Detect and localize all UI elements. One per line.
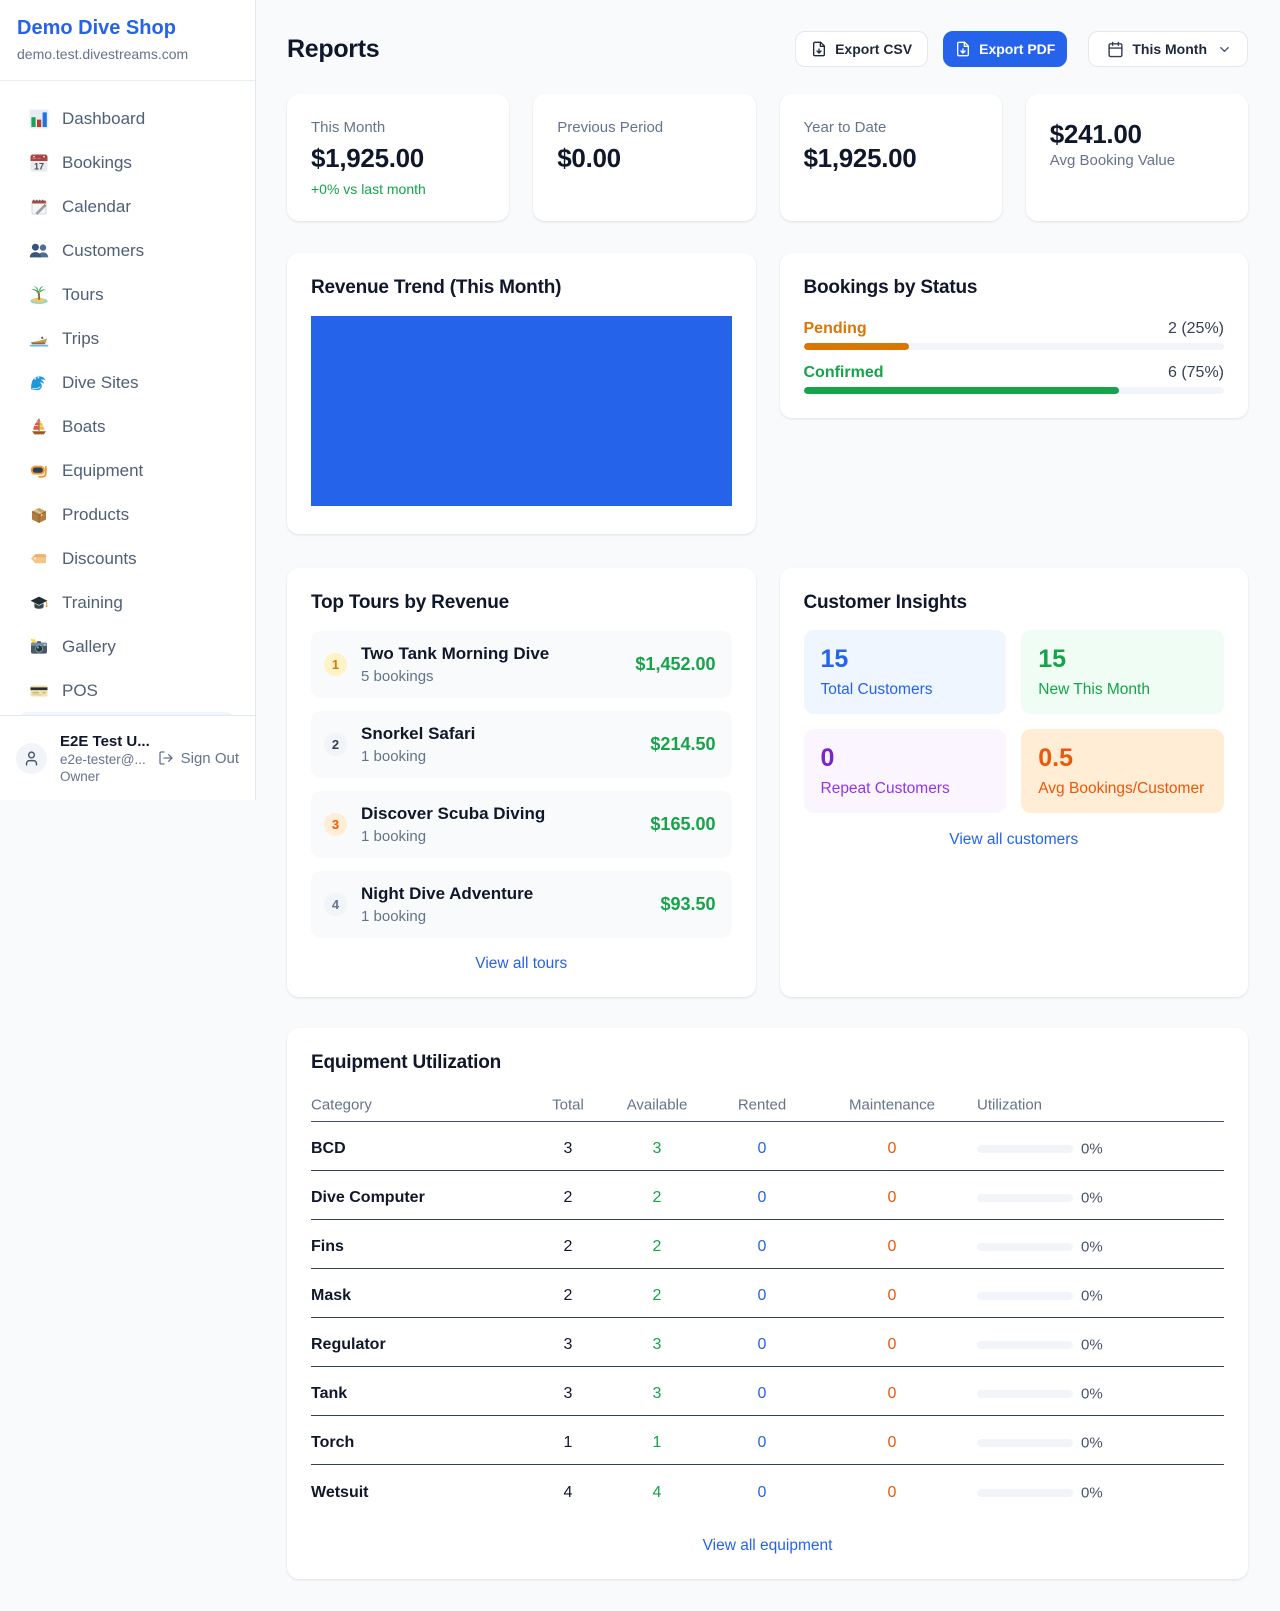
svg-text:17: 17 <box>34 161 44 171</box>
